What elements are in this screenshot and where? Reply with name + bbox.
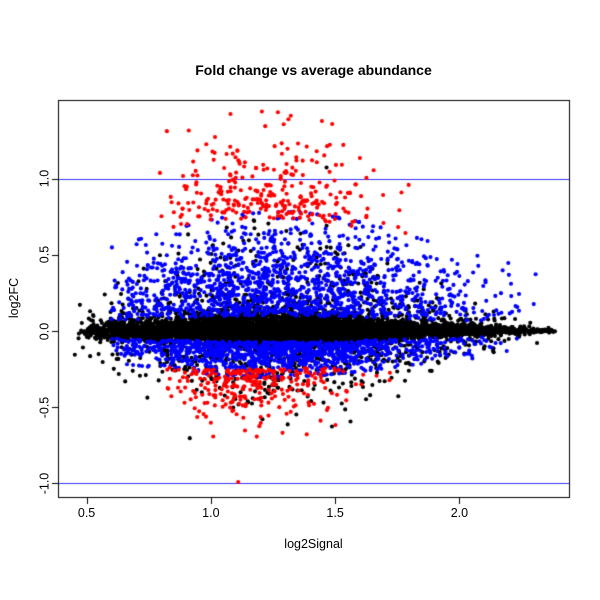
chart-title: Fold change vs average abundance bbox=[195, 62, 432, 78]
x-tick-label: 1.5 bbox=[326, 506, 344, 520]
x-tick-label: 2.0 bbox=[450, 506, 469, 520]
y-axis-label: log2FC bbox=[7, 277, 21, 319]
x-tick-label: 1.0 bbox=[202, 506, 220, 520]
y-tick-label: 0.5 bbox=[37, 246, 52, 264]
x-axis-label: log2Signal bbox=[284, 537, 343, 551]
y-tick-label: 1.0 bbox=[37, 169, 52, 188]
y-tick-label: -0.5 bbox=[37, 396, 52, 419]
y-tick-label: -1.0 bbox=[37, 472, 52, 495]
x-tick-label: 0.5 bbox=[77, 506, 96, 520]
y-tick-label: 0.0 bbox=[37, 322, 52, 340]
